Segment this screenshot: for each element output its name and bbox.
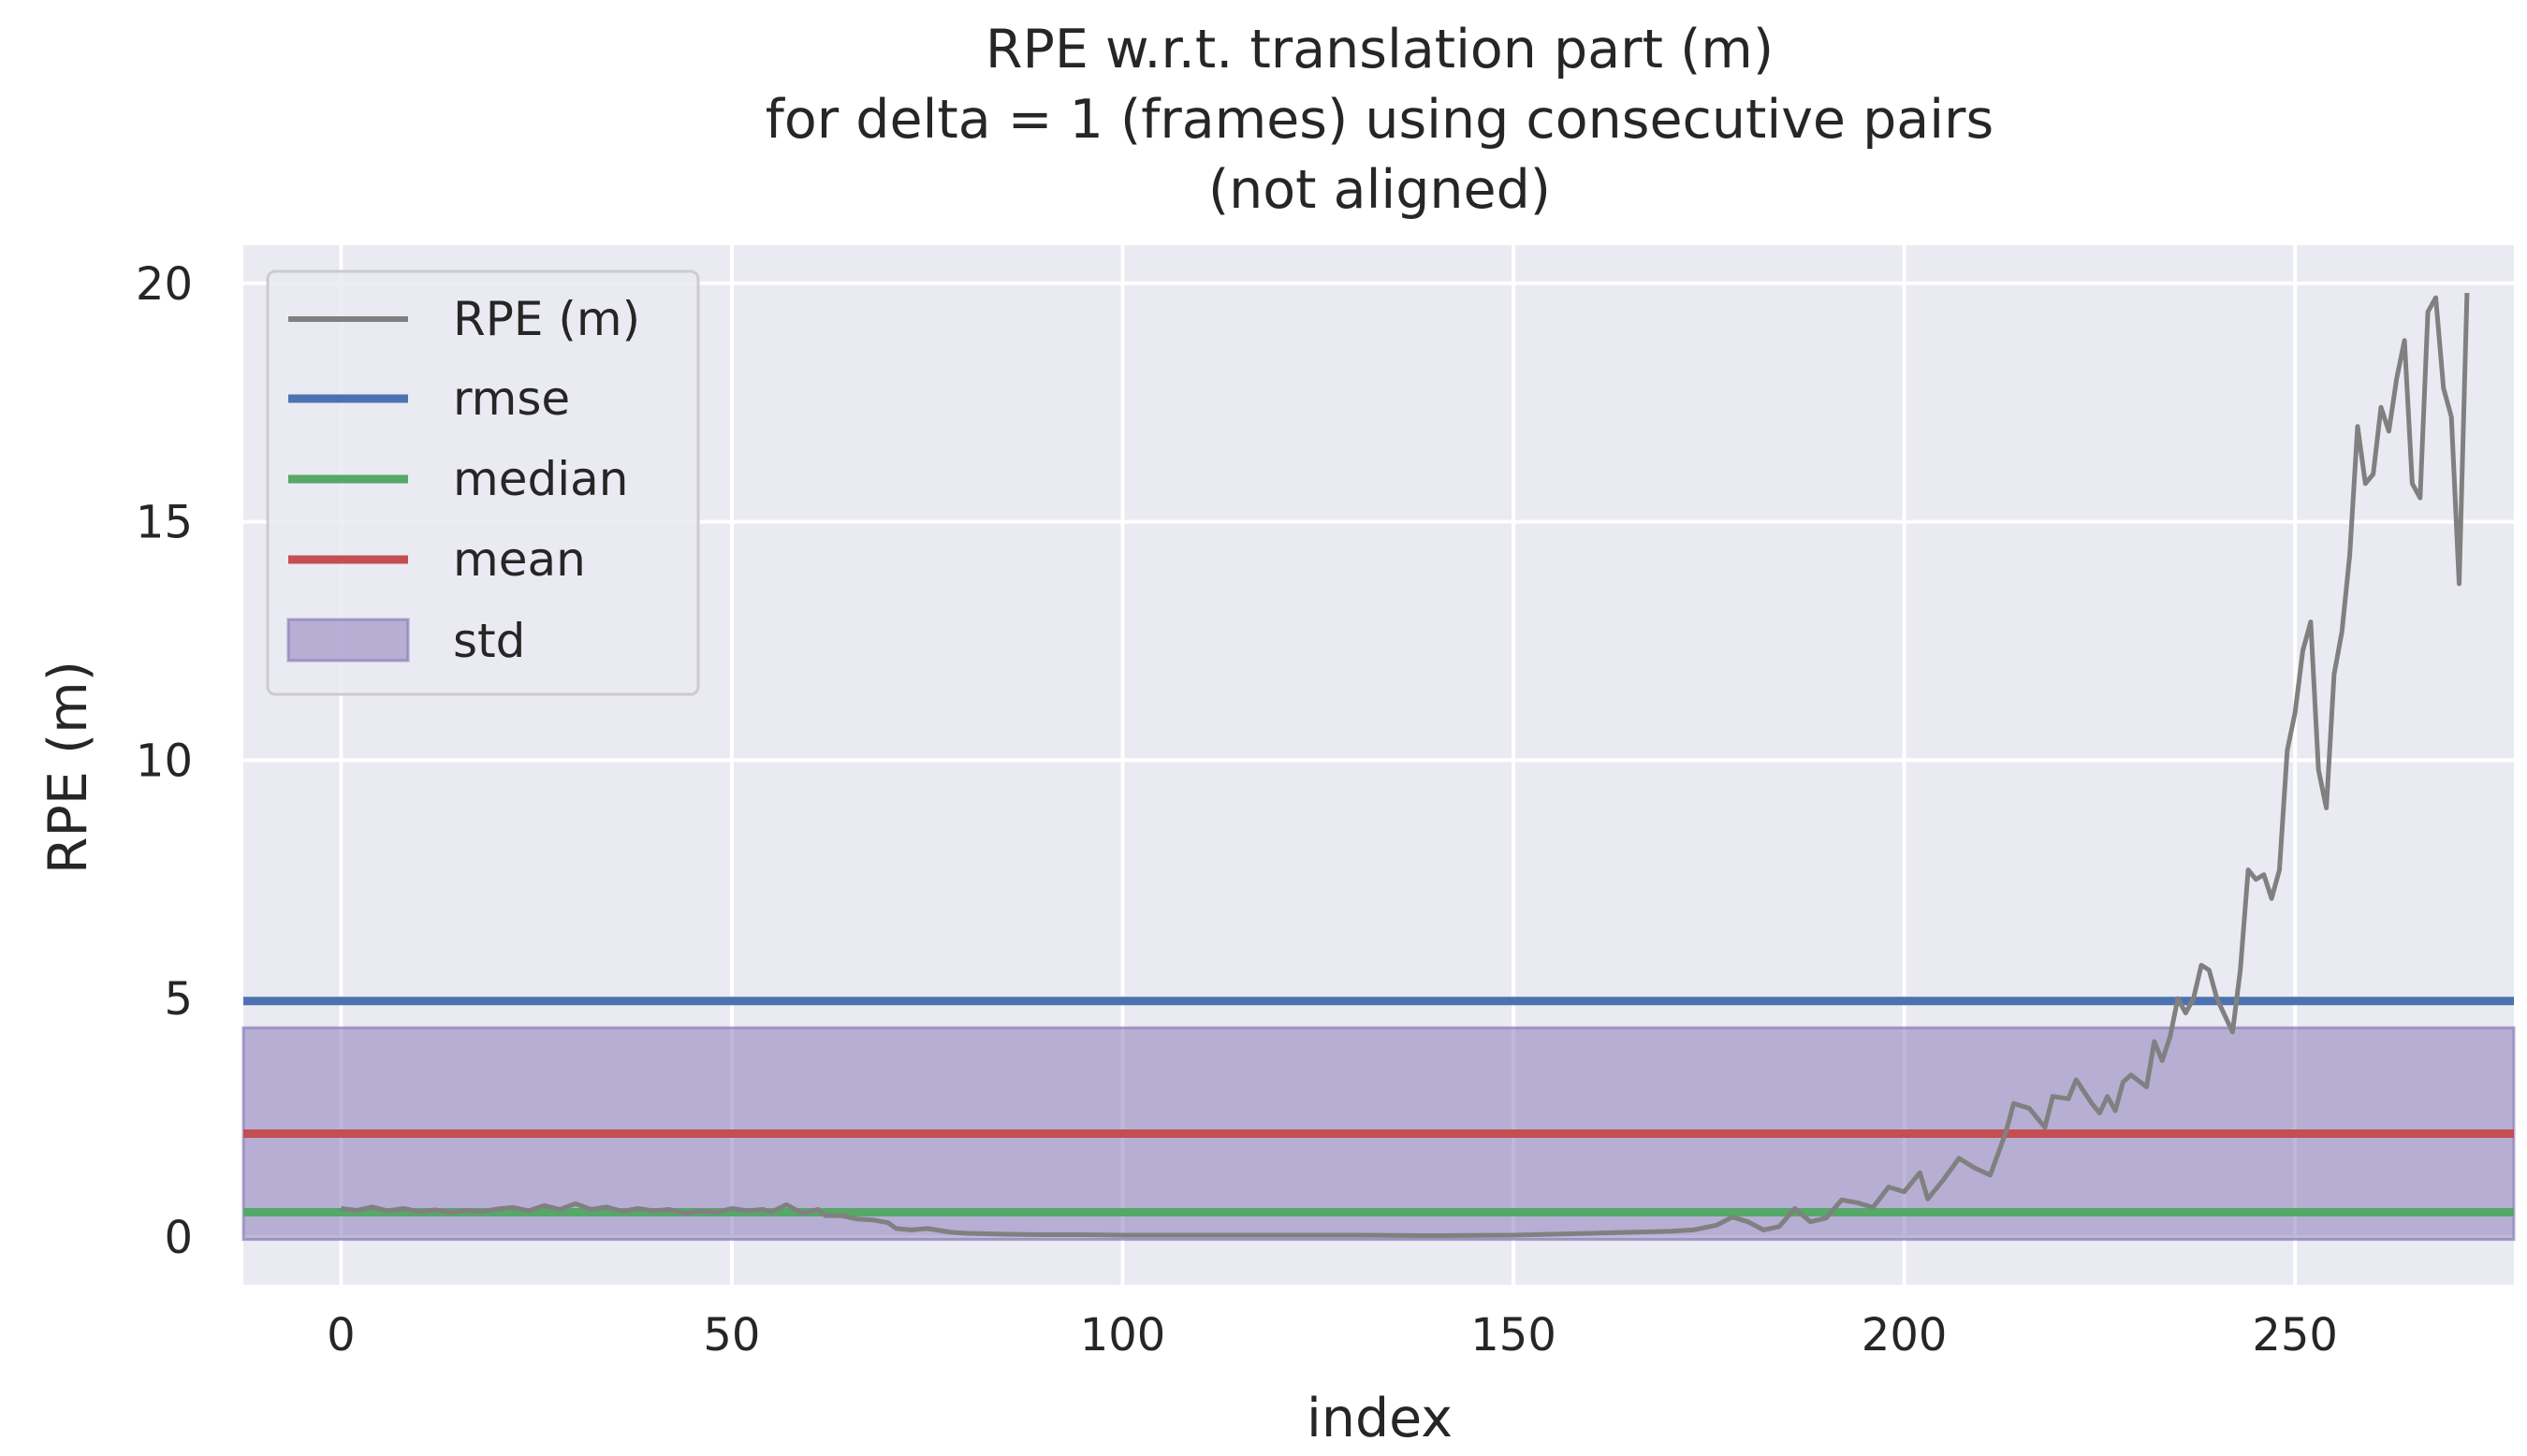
legend-label-rpe: RPE (m) xyxy=(453,292,640,346)
legend-label-rmse: rmse xyxy=(453,371,570,426)
chart-title-line-2: for delta = 1 (frames) using consecutive… xyxy=(766,89,1994,151)
y-axis-label: RPE (m) xyxy=(37,661,99,874)
legend-label-median: median xyxy=(453,452,628,506)
y-tick-label-15: 15 xyxy=(136,497,193,549)
x-tick-label-150: 150 xyxy=(1470,1309,1556,1361)
x-tick-label-100: 100 xyxy=(1080,1309,1166,1361)
chart-title: RPE w.r.t. translation part (m) for delt… xyxy=(766,19,1994,221)
legend: RPE (m) rmse median mean std xyxy=(266,269,700,696)
y-tick-label-20: 20 xyxy=(136,258,193,311)
x-tick-label-50: 50 xyxy=(703,1309,760,1361)
x-tick-label-250: 250 xyxy=(2252,1309,2338,1361)
chart-title-line-1: RPE w.r.t. translation part (m) xyxy=(986,19,1774,80)
y-tick-label-5: 5 xyxy=(164,973,193,1026)
legend-swatch-std xyxy=(286,618,410,662)
chart-title-line-3: (not aligned) xyxy=(1208,159,1551,221)
series-line-rpe xyxy=(341,292,2470,1238)
legend-label-std: std xyxy=(453,614,525,668)
legend-box xyxy=(266,269,700,696)
y-tick-label-0: 0 xyxy=(164,1212,193,1264)
x-axis-label: index xyxy=(1307,1388,1453,1449)
y-tick-label-10: 10 xyxy=(136,735,193,787)
x-tick-label-0: 0 xyxy=(327,1309,356,1361)
x-tick-label-200: 200 xyxy=(1862,1309,1948,1361)
legend-label-mean: mean xyxy=(453,532,586,587)
